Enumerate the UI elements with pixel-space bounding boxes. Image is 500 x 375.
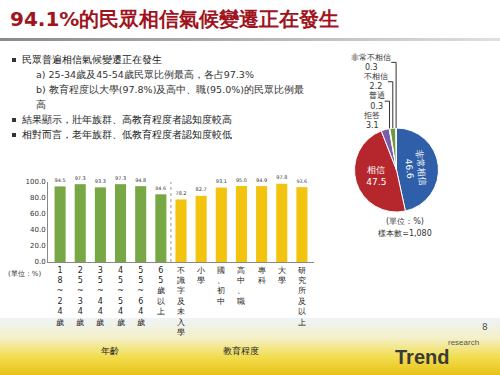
html-text:94.1%的民眾相信氣候變遷正在發生: 94.1%的民眾相信氣候變遷正在發生 bbox=[10, 7, 340, 31]
html-text:research: research bbox=[448, 338, 480, 347]
svg-text:84.6: 84.6 bbox=[155, 186, 166, 191]
svg-text:20.0: 20.0 bbox=[30, 242, 46, 250]
html-text:結果顯示，壯年族群、高教育程度者認知度較高: 結果顯示，壯年族群、高教育程度者認知度較高 bbox=[22, 114, 232, 125]
html-text:8: 8 bbox=[482, 322, 488, 332]
html-text:a) 25-34歲及45-54歲民眾比例最高，各占97.3%: a) 25-34歲及45-54歲民眾比例最高，各占97.3% bbox=[36, 69, 254, 80]
svg-text:高中、職: 高中、職 bbox=[237, 266, 245, 306]
svg-text:35~44歲: 35~44歲 bbox=[96, 266, 104, 327]
html-text:民眾普遍相信氣候變遷正在發生: 民眾普遍相信氣候變遷正在發生 bbox=[22, 54, 162, 65]
svg-text:小學: 小學 bbox=[197, 266, 205, 285]
svg-text:95.0: 95.0 bbox=[236, 177, 247, 183]
html-text:Trend: Trend bbox=[395, 346, 450, 368]
svg-text:教育程度: 教育程度 bbox=[223, 346, 259, 356]
svg-text:年齡: 年齡 bbox=[101, 346, 119, 356]
svg-text:55~64歲: 55~64歲 bbox=[137, 266, 145, 327]
svg-text:97.3: 97.3 bbox=[115, 175, 126, 181]
svg-text:93.1: 93.1 bbox=[216, 178, 227, 184]
html-text:樣本數=1,080: 樣本數=1,080 bbox=[378, 229, 432, 238]
svg-text:非常相信46.6: 非常相信46.6 bbox=[402, 149, 427, 187]
svg-text:普通0.3: 普通0.3 bbox=[369, 91, 385, 110]
svg-text:相信47.5: 相信47.5 bbox=[366, 165, 386, 187]
svg-text:拒答3.1: 拒答3.1 bbox=[363, 111, 380, 130]
svg-text:非常不相信0.3: 非常不相信0.3 bbox=[351, 53, 391, 72]
svg-text:94.9: 94.9 bbox=[256, 177, 267, 183]
svg-text:25~34歲: 25~34歲 bbox=[76, 266, 84, 327]
svg-text:100.0: 100.0 bbox=[26, 178, 46, 186]
svg-text:(單位：%): (單位：%) bbox=[8, 270, 41, 278]
svg-text:93.6: 93.6 bbox=[296, 179, 307, 184]
svg-text:94.5: 94.5 bbox=[55, 177, 66, 183]
html-text:b) 教育程度以大學(97.8%)及高中、職(95.0%)的: b) 教育程度以大學(97.8%)及高中、職(95.0%)的民眾比例最高 bbox=[36, 84, 304, 110]
svg-text:93.3: 93.3 bbox=[95, 178, 106, 184]
svg-text:0.0: 0.0 bbox=[34, 258, 45, 266]
html-text:相對而言，老年族群、低教育程度者認知度較低: 相對而言，老年族群、低教育程度者認知度較低 bbox=[22, 129, 232, 140]
svg-text:國、初中: 國、初中 bbox=[217, 266, 225, 306]
svg-text:60.0: 60.0 bbox=[30, 210, 46, 218]
svg-text:45~54歲: 45~54歲 bbox=[117, 266, 125, 327]
svg-text:82.7: 82.7 bbox=[196, 186, 207, 192]
svg-text:專科: 專科 bbox=[258, 266, 266, 285]
svg-text:94.8: 94.8 bbox=[135, 177, 146, 183]
svg-text:78.2: 78.2 bbox=[175, 190, 186, 196]
svg-text:80.0: 80.0 bbox=[30, 194, 46, 202]
svg-text:65歲以上: 65歲以上 bbox=[157, 266, 165, 317]
svg-text:不相信2.2: 不相信2.2 bbox=[364, 72, 388, 91]
svg-text:18~24歲: 18~24歲 bbox=[56, 266, 64, 327]
svg-text:不識字及未入學: 不識字及未入學 bbox=[177, 266, 185, 337]
svg-text:97.8: 97.8 bbox=[276, 174, 287, 180]
html-text:(單位：%): (單位：%) bbox=[386, 217, 424, 226]
svg-text:大學: 大學 bbox=[278, 266, 286, 285]
svg-text:研究所及以上: 研究所及以上 bbox=[298, 266, 306, 327]
svg-text:97.3: 97.3 bbox=[75, 175, 86, 181]
svg-text:40.0: 40.0 bbox=[30, 226, 46, 234]
